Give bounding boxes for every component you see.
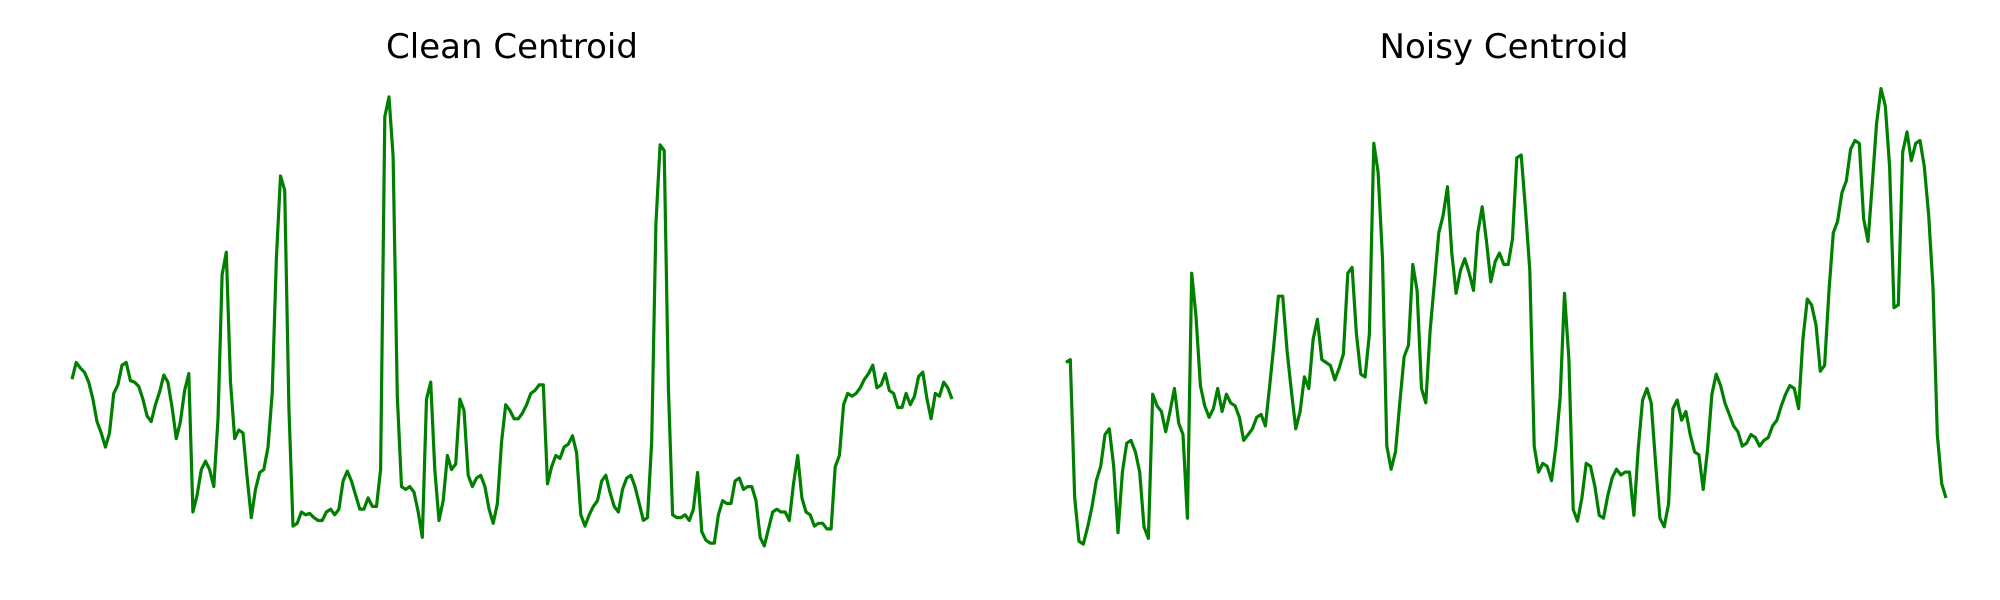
chart-title-noisy: Noisy Centroid	[1380, 27, 1629, 67]
series-line-noisy	[1065, 87, 1948, 546]
series-line-clean	[70, 95, 954, 548]
subplot-clean-centroid: Clean Centroid	[70, 27, 954, 548]
chart-title-clean: Clean Centroid	[386, 27, 638, 67]
subplot-noisy-centroid: Noisy Centroid	[1065, 27, 1948, 546]
